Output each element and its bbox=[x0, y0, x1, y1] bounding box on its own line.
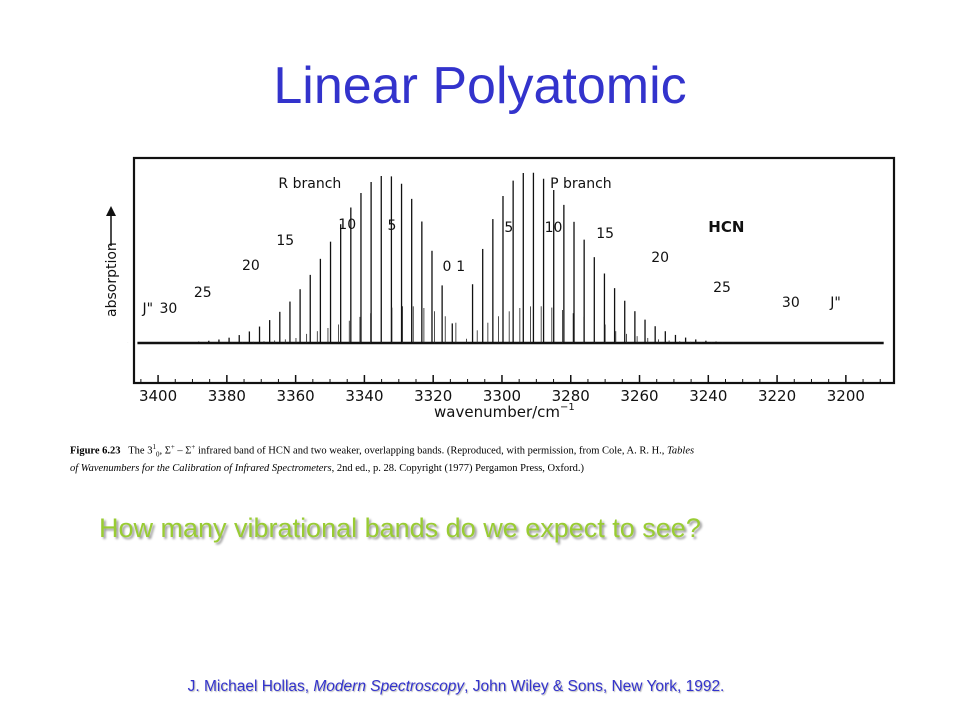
x-tick-label: 3380 bbox=[208, 387, 246, 405]
j-label-p-14: 30 bbox=[782, 295, 800, 311]
branch-label-p: P branch bbox=[550, 176, 612, 192]
j-label-r-6: 5 bbox=[387, 218, 396, 234]
caption-text-3: – Σ bbox=[174, 445, 192, 457]
chart-frame bbox=[132, 156, 896, 385]
reference-book: Modern Spectroscopy bbox=[313, 678, 465, 695]
y-axis-label: absorption bbox=[104, 242, 120, 317]
j-label-p-15: J" bbox=[829, 295, 841, 311]
y-axis-arrow-head bbox=[106, 206, 116, 216]
j-label-r-5: 10 bbox=[338, 217, 356, 233]
x-tick-label: 3200 bbox=[827, 387, 865, 405]
j-label-p-9: 5 bbox=[504, 220, 513, 236]
slide-title: Linear Polyatomic bbox=[273, 57, 687, 115]
j-label-r-7: 0 bbox=[442, 259, 451, 275]
caption-sub: 0 bbox=[155, 450, 160, 459]
reference-author: J. Michael Hollas, bbox=[187, 678, 314, 695]
x-tick-label: 3260 bbox=[620, 387, 658, 405]
x-axis-label: wavenumber/cm−1 bbox=[434, 402, 575, 421]
x-tick-label: 3240 bbox=[689, 387, 727, 405]
caption-sup: 1 bbox=[152, 443, 156, 451]
caption-text-4: infrared band of HCN and two weaker, ove… bbox=[195, 445, 668, 457]
spectral-lines bbox=[126, 172, 884, 345]
x-tick-label: 3300 bbox=[483, 387, 521, 405]
x-axis-label-exponent: −1 bbox=[560, 402, 575, 413]
question-text: How many vibrational bands do we expect … bbox=[99, 513, 701, 543]
x-axis-label-text: wavenumber/cm bbox=[434, 403, 560, 421]
molecule-label: HCN bbox=[708, 218, 744, 236]
caption-text-5: , 2nd ed., p. 28. Copyright (1977) Perga… bbox=[331, 462, 584, 474]
spectrum-figure: absorption R branch P branch HCN J" 30 25 20 15… bbox=[96, 150, 906, 480]
caption-sup-plus-2: + bbox=[191, 443, 196, 451]
j-label-p-11: 15 bbox=[596, 226, 614, 242]
j-label-r-4: 15 bbox=[276, 233, 294, 249]
x-tick-label: 3280 bbox=[552, 387, 590, 405]
caption-figure-label: Figure 6.23 bbox=[70, 445, 121, 457]
reference-publisher: , John Wiley & Sons, New York, 1992. bbox=[464, 678, 725, 695]
reference-citation: J. Michael Hollas, Modern Spectroscopy, … bbox=[0, 678, 912, 696]
caption-italic-2: of Wavenumbers for the Calibration of In… bbox=[70, 462, 332, 474]
j-label-r-3: 20 bbox=[242, 258, 260, 274]
branch-label-r: R branch bbox=[278, 176, 341, 192]
j-label-p-10: 10 bbox=[545, 220, 563, 236]
j-label-p-13: 25 bbox=[713, 280, 731, 296]
j-label-p-12: 20 bbox=[651, 250, 669, 266]
x-axis-ticks: 3400 3380 3360 3340 3320 3300 3280 3260 3240 3220… bbox=[139, 375, 881, 405]
x-tick-label: 3340 bbox=[345, 387, 383, 405]
caption-sup-plus-1: + bbox=[170, 443, 175, 451]
caption-text-1: The 3 bbox=[128, 445, 153, 457]
x-tick-label: 3400 bbox=[139, 387, 177, 405]
x-tick-label: 3220 bbox=[758, 387, 796, 405]
j-label-p-8: 1 bbox=[456, 259, 465, 275]
j-label-r-1: 30 bbox=[159, 301, 177, 317]
j-label-r-2: 25 bbox=[194, 285, 212, 301]
caption-italic-1: Tables bbox=[667, 445, 695, 457]
x-tick-label: 3320 bbox=[414, 387, 452, 405]
x-tick-label: 3360 bbox=[277, 387, 315, 405]
caption-text-2: , Σ bbox=[159, 445, 171, 457]
figure-caption: Figure 6.23 The 310, Σ+ – Σ+ infrared ba… bbox=[70, 440, 890, 476]
j-label-r-0: J" bbox=[141, 301, 153, 317]
